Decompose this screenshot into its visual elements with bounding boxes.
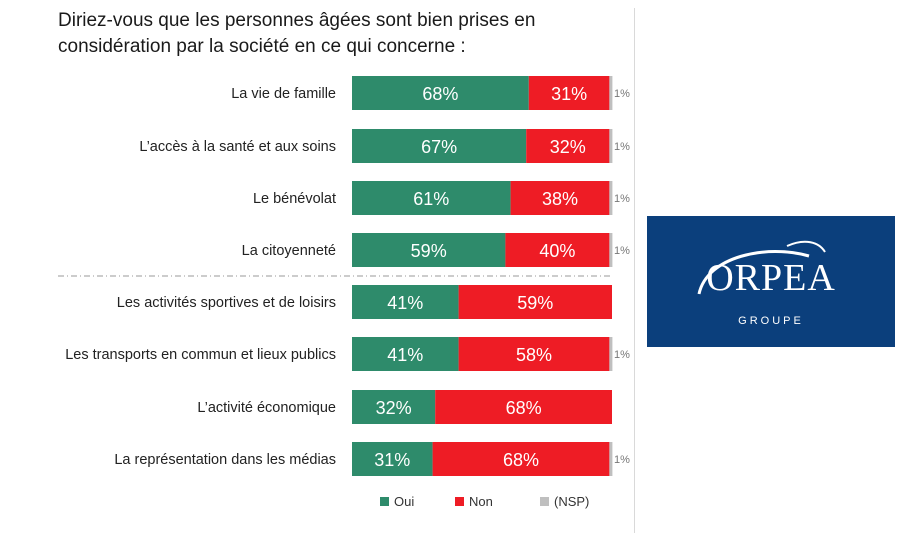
category-label: L’activité économique	[197, 400, 336, 416]
bar-nsp	[609, 129, 613, 163]
category-label: La représentation dans les médias	[114, 452, 336, 468]
stacked-bar-chart: La vie de famille 68% 31% 1% L’accès à la sa…	[58, 76, 630, 509]
bar-non	[432, 442, 610, 476]
bar-non	[458, 337, 610, 371]
data-label-non: 31%	[551, 84, 587, 104]
data-label-oui: 61%	[413, 189, 449, 209]
panel-divider	[634, 8, 635, 533]
category-label: L’accès à la santé et aux soins	[139, 139, 336, 155]
orpea-logo: ORPEA GROUPE	[647, 216, 895, 347]
data-label-non: 59%	[517, 293, 553, 313]
data-label-non: 32%	[550, 137, 586, 157]
category-label: Le bénévolat	[253, 191, 336, 207]
legend-swatch	[540, 497, 549, 506]
chart-title: Diriez-vous que les personnes âgées sont…	[58, 8, 618, 60]
data-label-oui: 41%	[387, 293, 423, 313]
data-label-oui: 59%	[411, 241, 447, 261]
legend-swatch	[455, 497, 464, 506]
bar-oui	[352, 285, 459, 319]
data-label-oui: 41%	[387, 345, 423, 365]
legend-swatch	[380, 497, 389, 506]
bar-oui	[352, 76, 529, 110]
bar-non	[458, 285, 612, 319]
bar-non	[526, 129, 610, 163]
data-label-non: 68%	[503, 450, 539, 470]
legend-label: Non	[469, 494, 493, 509]
bar-nsp	[609, 337, 613, 371]
bar-oui	[352, 129, 527, 163]
data-label-oui: 32%	[376, 398, 412, 418]
bar-non	[528, 76, 610, 110]
bar-oui	[352, 390, 436, 424]
data-label-oui: 67%	[421, 137, 457, 157]
bar-oui	[352, 181, 511, 215]
data-label-nsp: 1%	[614, 245, 630, 257]
data-label-nsp: 1%	[614, 193, 630, 205]
bar-nsp	[609, 76, 613, 110]
data-label-non: 68%	[506, 398, 542, 418]
bar-nsp	[609, 442, 613, 476]
category-label: La citoyenneté	[242, 243, 336, 259]
title-line-1: Diriez-vous que les personnes âgées sont…	[58, 10, 536, 31]
bar-non	[435, 390, 612, 424]
data-label-nsp: 1%	[614, 349, 630, 361]
data-label-nsp: 1%	[614, 88, 630, 100]
bar-non	[505, 233, 610, 267]
data-label-oui: 31%	[374, 450, 410, 470]
category-label: Les activités sportives et de loisirs	[117, 295, 336, 311]
bar-non	[510, 181, 610, 215]
data-label-nsp: 1%	[614, 454, 630, 466]
data-label-non: 40%	[539, 241, 575, 261]
bar-oui	[352, 337, 459, 371]
bar-nsp	[609, 181, 613, 215]
legend-label: Oui	[394, 494, 414, 509]
logo-name: ORPEA	[706, 257, 836, 299]
bar-oui	[352, 442, 433, 476]
data-label-oui: 68%	[422, 84, 458, 104]
data-label-non: 58%	[516, 345, 552, 365]
data-label-non: 38%	[542, 189, 578, 209]
category-label: Les transports en commun et lieux public…	[65, 347, 336, 363]
legend-label: (NSP)	[554, 494, 589, 509]
bar-nsp	[609, 233, 613, 267]
bar-oui	[352, 233, 506, 267]
logo-swoosh-icon	[697, 240, 826, 295]
title-line-2: considération par la société en ce qui c…	[58, 36, 466, 57]
category-label: La vie de famille	[231, 86, 336, 102]
data-label-nsp: 1%	[614, 141, 630, 153]
logo-group-label: GROUPE	[738, 315, 804, 327]
